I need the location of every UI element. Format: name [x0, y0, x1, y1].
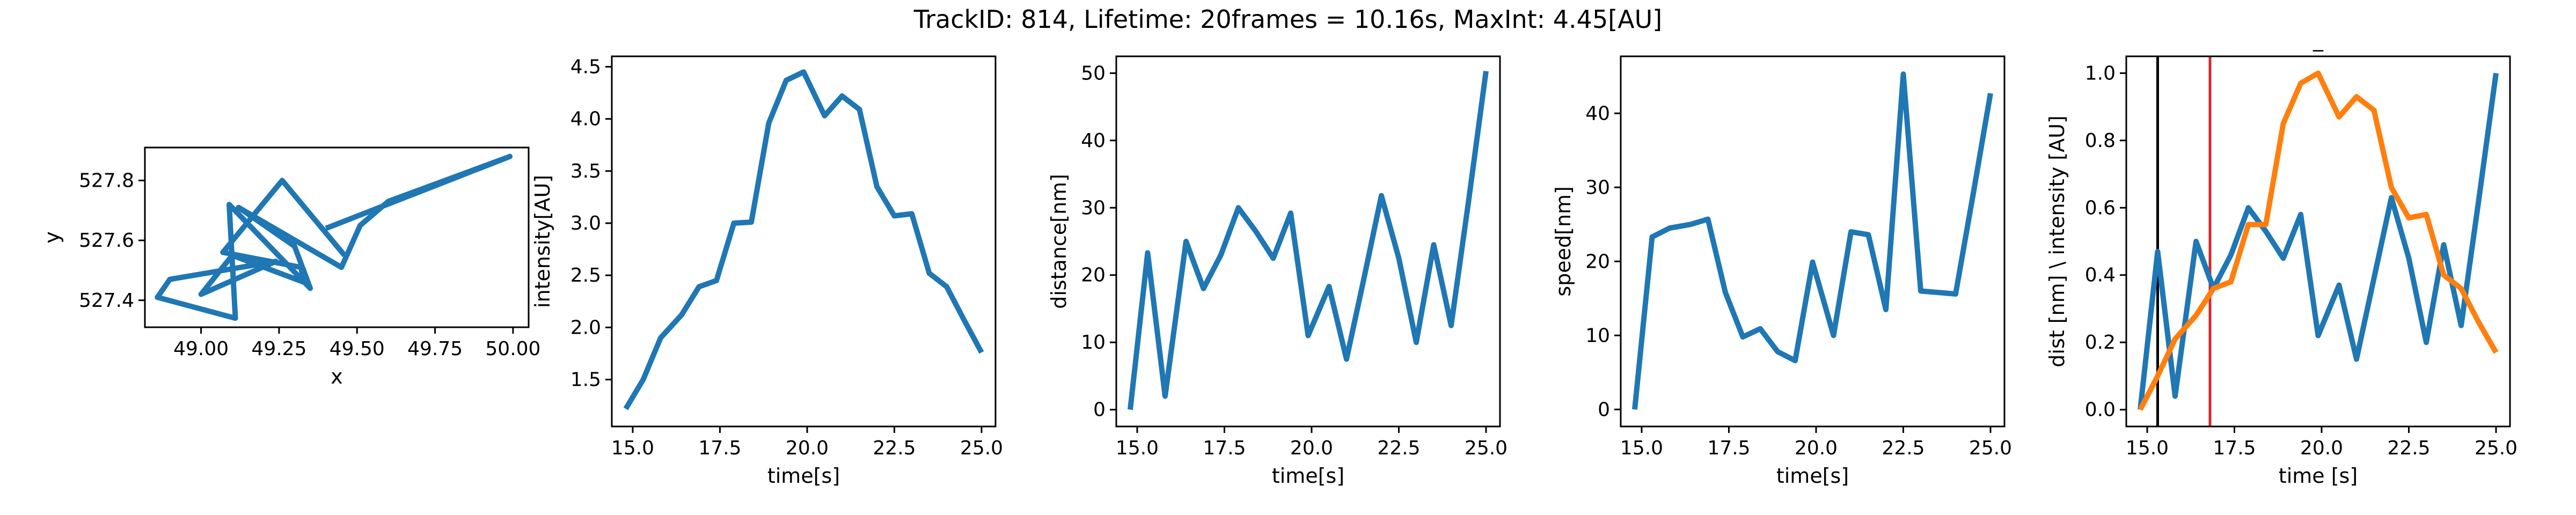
x-tick-label: 20.0 [1290, 437, 1333, 459]
x-tick-label: 17.5 [1203, 437, 1246, 459]
x-axis-label: time[s] [1272, 464, 1344, 488]
plot-frame [2125, 55, 2511, 428]
subplot-distance: 15.0 17.5 20.0 22.5 25.0 0 10 20 30 40 50 time[s] di… [1047, 55, 1507, 488]
y-axis-label: y [40, 231, 64, 244]
subplot-intensity: 15.0 17.5 20.0 22.5 25.0 1.5 2.0 2.5 3.0 3.5 4.0 4.… [531, 55, 1003, 488]
x-tick-label: 25.0 [2475, 437, 2518, 459]
subplot-xy: 49.00 49.25 49.50 49.75 50.00 527.4 527.6 527.8… [40, 146, 540, 388]
y-tick-label: 0.2 [2085, 332, 2116, 354]
y-tick-label: 40 [1585, 102, 1610, 124]
y-tick-label: 4.5 [570, 56, 601, 78]
x-tick-label: 17.5 [2213, 437, 2256, 459]
y-tick-label: 2.0 [570, 317, 601, 339]
subplot-title: _ [2312, 28, 2324, 52]
x-tick-label: 15.0 [2126, 437, 2169, 459]
plot-frame [144, 146, 530, 328]
x-tick-label: 49.00 [173, 338, 229, 360]
y-tick-label: 0 [1598, 399, 1610, 421]
y-tick-label: 10 [1585, 325, 1610, 347]
x-axis-label: time[s] [1776, 464, 1849, 488]
y-tick-label: 0.6 [2085, 197, 2116, 219]
x-tick-label: 22.5 [1882, 437, 1924, 459]
plot-frame [1620, 55, 2006, 428]
x-tick-label: 50.00 [485, 338, 540, 360]
y-tick-label: 20 [1585, 251, 1610, 273]
x-tick-label: 20.0 [2300, 437, 2343, 459]
y-tick-label: 30 [1585, 176, 1610, 198]
y-tick-label: 3.5 [570, 160, 601, 182]
x-tick-label: 25.0 [1969, 437, 2012, 459]
series-line-0 [1632, 71, 1993, 410]
series-line-0 [1128, 70, 1489, 410]
y-tick-label: 3.0 [570, 212, 601, 234]
series-line-1 [2138, 70, 2499, 411]
x-tick-label: 49.25 [251, 338, 306, 360]
x-tick-label: 17.5 [1707, 437, 1750, 459]
x-tick-label: 22.5 [2387, 437, 2430, 459]
y-tick-label: 0 [1093, 399, 1106, 421]
plot-frame [1115, 55, 1501, 428]
y-tick-label: 1.0 [2085, 62, 2116, 84]
y-tick-label: 2.5 [570, 264, 601, 286]
y-tick-label: 527.8 [79, 170, 134, 192]
y-tick-label: 527.4 [79, 290, 134, 312]
x-tick-label: 17.5 [698, 437, 741, 459]
x-tick-label: 49.75 [407, 338, 463, 360]
series-line-0 [2138, 72, 2499, 410]
figure-title: TrackID: 814, Lifetime: 20frames = 10.16… [913, 5, 1663, 34]
y-tick-label: 0.8 [2085, 130, 2116, 152]
y-axis-label: dist [nm] \ intensity [AU] [2045, 115, 2069, 367]
x-tick-label: 25.0 [1465, 437, 1507, 459]
subplot-grid: 49.00 49.25 49.50 49.75 50.00 527.4 527.6 527.8… [40, 28, 2518, 488]
y-tick-label: 1.5 [570, 369, 601, 391]
x-tick-label: 22.5 [873, 437, 916, 459]
subplot-normalized: 15.0 17.5 20.0 22.5 25.0 0.0 0.2 0.4 0.6 0.8 1.0 ti… [2045, 28, 2518, 488]
y-tick-label: 10 [1081, 332, 1106, 354]
y-tick-label: 40 [1081, 130, 1106, 152]
y-axis-label: speed[nm] [1552, 186, 1575, 297]
x-tick-label: 25.0 [960, 437, 1003, 459]
x-tick-label: 22.5 [1377, 437, 1420, 459]
series-line-0 [155, 153, 513, 321]
y-axis-label: intensity[AU] [531, 175, 554, 308]
x-tick-label: 15.0 [611, 437, 654, 459]
series-line-0 [623, 69, 984, 410]
plot-frame [611, 55, 997, 428]
subplot-speed: 15.0 17.5 20.0 22.5 25.0 0 10 20 30 40 time[s] spee… [1552, 55, 2012, 488]
x-tick-label: 15.0 [1116, 437, 1159, 459]
x-tick-label: 15.0 [1620, 437, 1663, 459]
x-axis-label: time[s] [767, 464, 840, 488]
y-tick-label: 0.0 [2085, 399, 2116, 421]
y-tick-label: 30 [1081, 197, 1106, 219]
y-tick-label: 20 [1081, 264, 1106, 286]
y-tick-label: 0.4 [2085, 264, 2116, 286]
x-axis-label: time [s] [2279, 464, 2358, 488]
y-tick-label: 4.0 [570, 108, 601, 130]
y-tick-label: 50 [1081, 62, 1106, 84]
x-tick-label: 20.0 [786, 437, 829, 459]
y-tick-label: 527.6 [79, 230, 134, 252]
x-tick-label: 20.0 [1795, 437, 1838, 459]
x-axis-label: x [331, 365, 343, 388]
x-tick-label: 49.50 [330, 338, 385, 360]
y-axis-label: distance[nm] [1047, 174, 1071, 309]
